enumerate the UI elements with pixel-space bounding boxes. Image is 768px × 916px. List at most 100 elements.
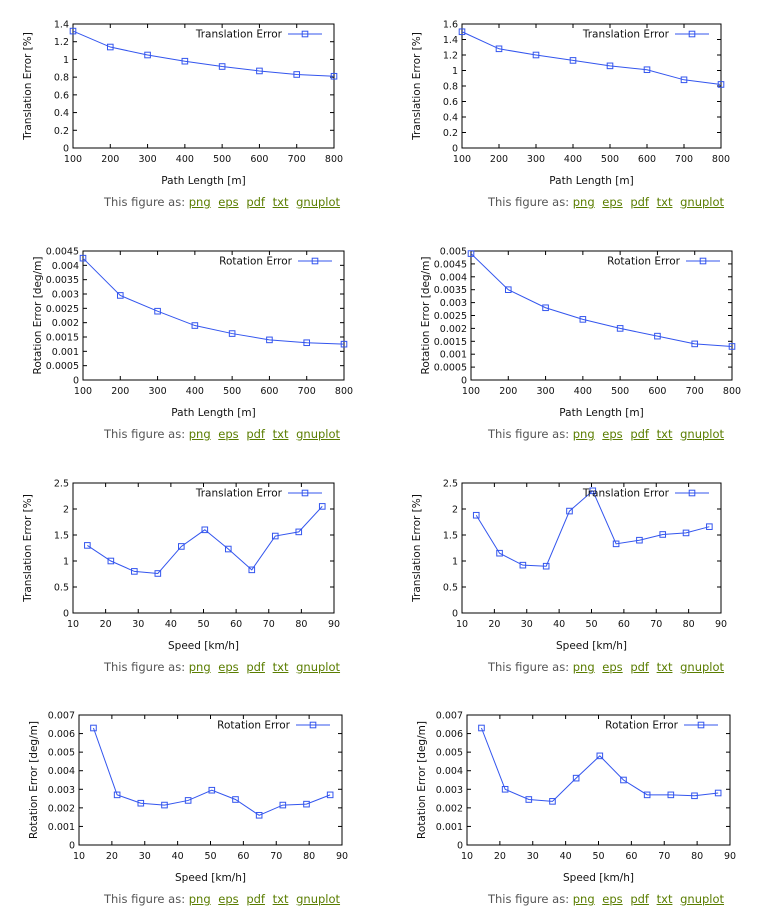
pdf-link[interactable]: pdf — [246, 195, 265, 209]
caption-prefix: This figure as: — [487, 427, 570, 441]
x-tick-label: 20 — [100, 619, 112, 630]
png-link[interactable]: png — [188, 892, 211, 906]
gnuplot-link[interactable]: gnuplot — [680, 660, 725, 674]
legend-label: Translation Error — [195, 488, 283, 500]
x-tick-label: 300 — [149, 386, 167, 397]
y-tick-label: 0.0015 — [46, 333, 79, 344]
chart-5: 0 0.5 1 1.5 2 2.5 10 20 30 40 50 60 70 80 90 Speed [km/… — [22, 479, 340, 653]
x-tick-label: 500 — [611, 386, 629, 397]
data-point — [667, 791, 675, 799]
figure-caption: This figure as: png eps pdf txt gnuplot — [0, 660, 384, 674]
y-tick-label: 0.001 — [48, 822, 75, 833]
gnuplot-link[interactable]: gnuplot — [680, 892, 725, 906]
eps-link[interactable]: eps — [602, 427, 623, 441]
txt-link[interactable]: txt — [272, 660, 289, 674]
eps-link[interactable]: eps — [218, 660, 239, 674]
png-link[interactable]: png — [572, 660, 595, 674]
data-point — [279, 801, 287, 809]
chart-panel-3: 0 0.0005 0.001 0.0015 0.002 0.0025 0.003 0.0035… — [0, 229, 384, 458]
x-tick-label: 600 — [638, 154, 656, 165]
pdf-link[interactable]: pdf — [246, 427, 265, 441]
plot-frame — [466, 714, 731, 846]
pdf-link[interactable]: pdf — [246, 892, 265, 906]
data-point — [612, 540, 620, 548]
gnuplot-link[interactable]: gnuplot — [680, 427, 725, 441]
gnuplot-link[interactable]: gnuplot — [296, 660, 341, 674]
y-tick-label: 0.0015 — [434, 337, 467, 348]
x-axis-label: Path Length [m] — [171, 407, 255, 419]
pdf-link[interactable]: pdf — [630, 892, 649, 906]
eps-link[interactable]: eps — [218, 195, 239, 209]
txt-link[interactable]: txt — [656, 892, 673, 906]
legend-label: Rotation Error — [217, 720, 291, 732]
data-point — [137, 799, 145, 807]
data-point — [682, 529, 690, 537]
txt-link[interactable]: txt — [272, 892, 289, 906]
legend-label: Rotation Error — [607, 256, 681, 268]
y-tick-label: 0.004 — [52, 261, 79, 272]
gnuplot-link[interactable]: gnuplot — [296, 427, 341, 441]
gnuplot-link[interactable]: gnuplot — [296, 892, 341, 906]
y-tick-label: 2 — [452, 505, 458, 516]
png-link[interactable]: png — [572, 195, 595, 209]
y-tick-label: 1.5 — [54, 531, 69, 542]
png-link[interactable]: png — [572, 427, 595, 441]
data-point — [178, 543, 185, 550]
x-tick-label: 200 — [101, 154, 119, 165]
x-tick-label: 700 — [686, 386, 704, 397]
data-point — [542, 304, 549, 312]
png-link[interactable]: png — [572, 892, 595, 906]
png-link[interactable]: png — [188, 195, 211, 209]
x-tick-label: 600 — [260, 386, 278, 397]
gnuplot-link[interactable]: gnuplot — [680, 195, 725, 209]
eps-link[interactable]: eps — [218, 427, 239, 441]
x-tick-label: 700 — [675, 154, 693, 165]
data-point — [654, 332, 661, 340]
txt-link[interactable]: txt — [656, 195, 673, 209]
y-axis-label: Rotation Error [deg/m] — [32, 257, 44, 375]
pdf-link[interactable]: pdf — [246, 660, 265, 674]
legend-marker — [301, 30, 309, 38]
legend-marker — [309, 721, 317, 729]
pdf-link[interactable]: pdf — [630, 427, 649, 441]
series-line — [480, 727, 719, 802]
pdf-link[interactable]: pdf — [630, 195, 649, 209]
x-tick-label: 300 — [139, 154, 157, 165]
y-tick-label: 0.0035 — [46, 275, 79, 286]
txt-link[interactable]: txt — [272, 427, 289, 441]
y-tick-label: 0.4 — [443, 113, 458, 124]
y-tick-label: 0.0005 — [434, 363, 467, 374]
txt-link[interactable]: txt — [656, 660, 673, 674]
x-tick-label: 50 — [592, 851, 604, 862]
x-tick-label: 500 — [601, 154, 619, 165]
chart-1: 0 0.2 0.4 0.6 0.8 1 1.2 1.4 100 200 300 400 500 600 70… — [22, 20, 343, 188]
y-tick-label: 0.5 — [54, 583, 69, 594]
data-point — [154, 570, 162, 577]
eps-link[interactable]: eps — [218, 892, 239, 906]
x-axis-label: Speed [km/h] — [168, 640, 239, 652]
data-point — [248, 566, 256, 574]
eps-link[interactable]: eps — [602, 660, 623, 674]
data-point — [549, 798, 556, 805]
x-tick-label: 30 — [132, 619, 144, 630]
txt-link[interactable]: txt — [656, 427, 673, 441]
y-tick-label: 1.2 — [443, 51, 458, 62]
x-tick-label: 10 — [456, 619, 468, 630]
y-tick-label: 0.8 — [443, 82, 458, 93]
txt-link[interactable]: txt — [272, 195, 289, 209]
pdf-link[interactable]: pdf — [630, 660, 649, 674]
chart-panel-4: 0 0.0005 0.001 0.0015 0.002 0.0025 0.003 0.0035… — [384, 229, 768, 458]
eps-link[interactable]: eps — [602, 195, 623, 209]
chart-panel-5: 0 0.5 1 1.5 2 2.5 10 20 30 40 50 60 70 80 90 Speed [km/… — [0, 458, 384, 687]
data-point — [144, 51, 151, 59]
png-link[interactable]: png — [188, 660, 211, 674]
x-tick-label: 100 — [64, 154, 82, 165]
chart-panel-7: 0 0.001 0.002 0.003 0.004 0.005 0.006 0.007 10 20… — [0, 687, 384, 916]
legend-marker — [301, 489, 309, 497]
data-point — [303, 339, 311, 347]
eps-link[interactable]: eps — [602, 892, 623, 906]
png-link[interactable]: png — [188, 427, 211, 441]
gnuplot-link[interactable]: gnuplot — [296, 195, 341, 209]
x-tick-label: 600 — [648, 386, 666, 397]
series-line — [461, 31, 722, 85]
